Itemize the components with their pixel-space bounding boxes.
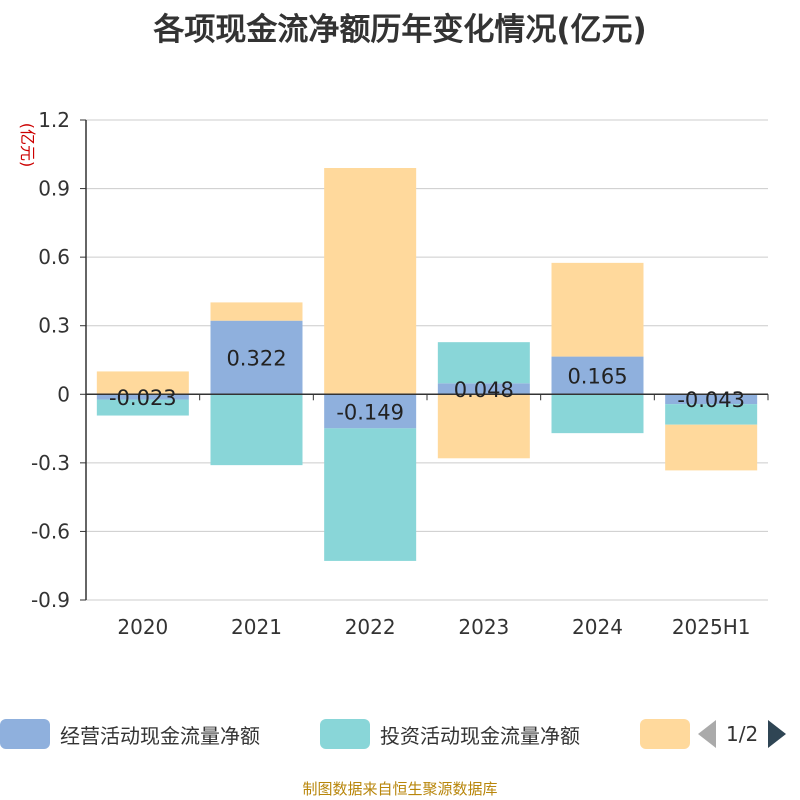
legend-swatch-operating [0,719,50,749]
y-tick-label: -0.9 [31,588,70,612]
legend-swatch-investing [320,719,370,749]
x-tick-label: 2021 [231,615,282,639]
y-tick-label: 0.6 [38,245,70,269]
legend-page-indicator: 1/2 [726,722,759,746]
x-tick-label: 2024 [572,615,623,639]
bar-series2-2020 [96,371,189,395]
bar-series1-2025H1 [665,404,758,425]
legend-pager: 1/2 [698,714,787,754]
source-note: 制图数据来自恒生聚源数据库 [302,780,498,798]
legend-swatch-financing [640,719,690,749]
bar-series0-2023 [437,383,530,395]
bar-series0-2020 [96,394,189,400]
bar-series1-2023 [437,342,530,384]
x-tick-label: 2022 [345,615,396,639]
bar-series1-2021 [210,394,303,466]
bar-series1-2020 [96,399,189,416]
legend-item-financing[interactable] [640,714,690,754]
bar-series0-2025H1 [665,394,758,405]
y-tick-label: 0.9 [38,177,70,201]
y-axis-unit-label: (亿元) [18,123,37,168]
y-tick-label: -0.3 [31,451,70,475]
bar-series0-2024 [551,356,644,395]
y-tick-label: -0.6 [31,519,70,543]
bar-series2-2025H1 [665,424,758,471]
legend-label-investing: 投资活动现金流量净额 [380,723,580,748]
bar-series0-2022 [324,394,417,429]
x-tick-label: 2020 [117,615,168,639]
bar-series2-2024 [551,262,644,357]
chart-title: 各项现金流净额历年变化情况(亿元) [153,12,647,48]
data-label: 0.322 [226,346,286,370]
legend-item-operating[interactable]: 经营活动现金流量净额 [0,714,260,754]
data-label: -0.149 [336,400,404,424]
y-tick-label: 1.2 [38,108,70,132]
data-labels: -0.023 0.322 -0.149 0.048 0.165 -0.043 [109,346,745,424]
bar-series2-2023 [437,394,530,459]
pager-prev-icon[interactable] [698,720,716,748]
grid-lines [86,119,768,601]
legend-item-investing[interactable]: 投资活动现金流量净额 [320,714,580,754]
bar-series1-2022 [324,428,417,561]
data-label: 0.048 [454,378,514,402]
legend-label-operating: 经营活动现金流量净额 [60,723,260,748]
bar-series0-2021 [210,320,303,395]
pager-next-icon[interactable] [768,720,787,748]
bar-series2-2022 [324,168,417,395]
x-tick-label: 2025H1 [672,615,751,639]
bar-series [96,168,758,561]
data-label: 0.165 [567,364,627,388]
data-label: -0.023 [109,386,177,410]
bar-series2-2021 [210,302,303,321]
data-label: -0.043 [677,388,745,412]
x-tick-label: 2023 [458,615,509,639]
axes: 1.2 0.9 0.6 0.3 0 -0.3 -0.6 -0.9 2020 2021 2022 202… [31,108,769,639]
bar-chart: 1.2 0.9 0.6 0.3 0 -0.3 -0.6 -0.9 2020 2021 2022 202… [18,108,769,639]
bar-series1-2024 [551,394,644,434]
y-tick-label: 0 [57,382,70,406]
y-tick-label: 0.3 [38,314,70,338]
chart-legend: 经营活动现金流量净额 投资活动现金流量净额 1/2 [0,714,800,754]
